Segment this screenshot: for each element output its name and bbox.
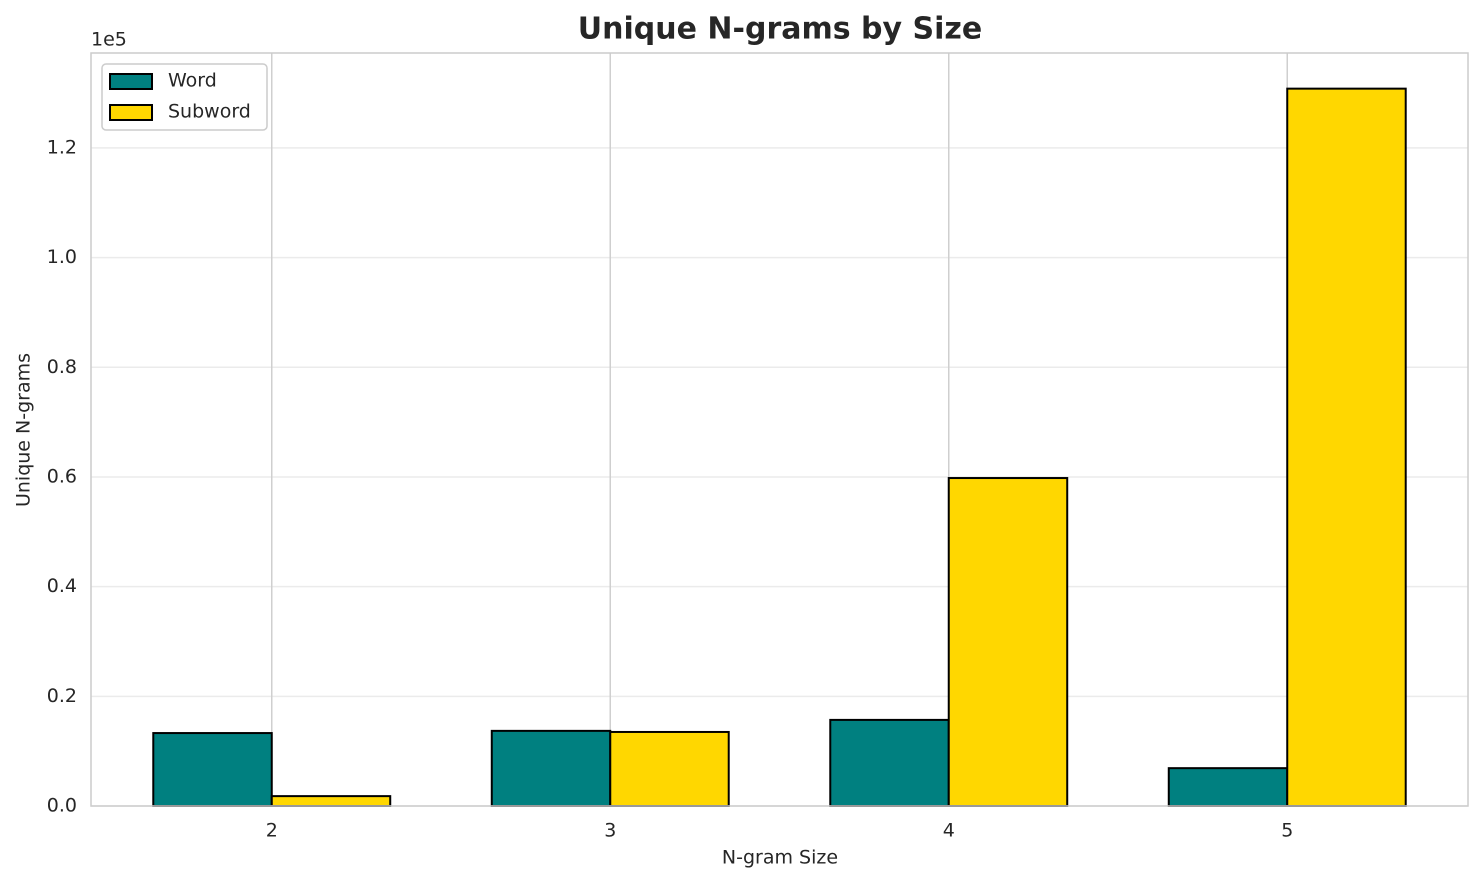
legend-label: Subword — [168, 101, 251, 123]
legend: Word Subword — [101, 63, 268, 131]
bar — [829, 718, 950, 808]
y-axis-label: Unique N-grams — [13, 353, 35, 507]
x-axis-label: N-gram Size — [722, 847, 838, 869]
x-tick-label: 2 — [266, 820, 278, 842]
y-tick-label: 0.6 — [47, 465, 77, 487]
bar — [1286, 87, 1407, 808]
chart-title: Unique N-grams by Size — [578, 12, 982, 47]
bar — [1167, 767, 1289, 807]
legend-label: Word — [168, 70, 217, 92]
marks — [152, 87, 1407, 808]
axes-frame — [90, 52, 1469, 807]
y-tick-label: 0.2 — [47, 685, 77, 707]
legend-swatch — [109, 73, 153, 90]
y-tick-label: 1.2 — [47, 136, 77, 158]
bar — [609, 730, 730, 808]
y-offset-label: 1e5 — [91, 29, 127, 51]
y-tick-label: 0.4 — [47, 575, 77, 597]
y-tick-label: 0.0 — [47, 795, 77, 817]
bar — [270, 795, 392, 807]
bar — [152, 732, 273, 808]
legend-swatch — [109, 104, 153, 121]
y-tick-label: 0.8 — [47, 356, 77, 378]
x-tick-label: 3 — [604, 820, 616, 842]
bar — [947, 477, 1069, 807]
y-tick-label: 1.0 — [47, 246, 77, 268]
bar — [490, 729, 612, 807]
x-tick-label: 5 — [1281, 820, 1293, 842]
x-tick-label: 4 — [943, 820, 955, 842]
